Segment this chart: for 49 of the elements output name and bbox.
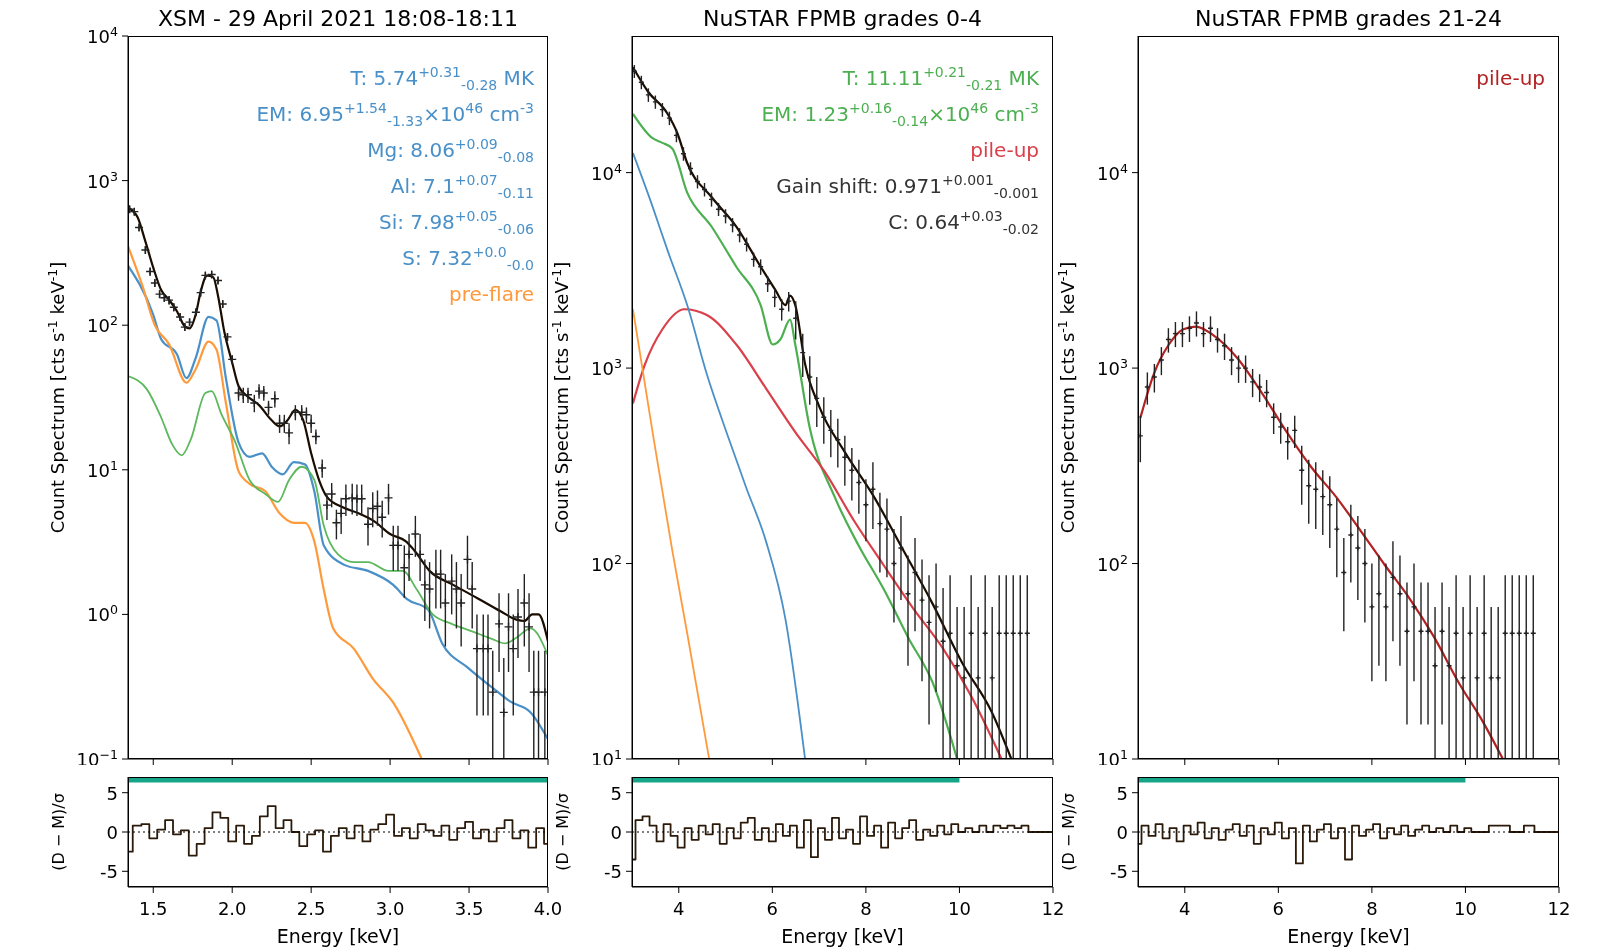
x-tick-label: 2.0	[217, 898, 247, 919]
y-tick-label: 0	[610, 822, 622, 843]
x-tick-label: 3.5	[454, 898, 484, 919]
y-tick-label: 0	[106, 822, 118, 843]
y-tick-label: 0	[1116, 822, 1128, 843]
text: pre-flare	[448, 282, 534, 308]
y-axis-title: (D − M)/σ	[49, 793, 68, 871]
x-tick-label: 10	[947, 898, 971, 919]
y-axis-title: (D − M)/σ	[1059, 793, 1078, 871]
x-tick-label: 4.0	[533, 898, 563, 919]
y-tick-label: 10$^{3}$	[87, 168, 118, 192]
x-tick-label: 12	[1547, 898, 1571, 919]
text: pile-up	[1476, 66, 1545, 92]
x-tick-label: 4	[673, 898, 685, 919]
y-tick-label: 10$^{3}$	[591, 355, 622, 380]
y-tick-label: 10$^{2}$	[591, 551, 622, 575]
y-tick-label: 10$^{4}$	[87, 23, 118, 47]
y-tick-label: 10$^{0}$	[87, 601, 118, 626]
text: pile-up	[969, 138, 1039, 164]
x-tick-label: 6	[1272, 898, 1285, 919]
y-tick-label: -5	[1110, 861, 1128, 883]
y-tick-label: 5	[106, 782, 118, 804]
x-tick-label: 6	[766, 898, 779, 919]
y-tick-label: 10$^{4}$	[591, 160, 622, 184]
y-axis-title: (D − M)/σ	[553, 793, 572, 871]
y-tick-label: 10$^{2}$	[1097, 551, 1128, 575]
x-tick-label: 8	[860, 898, 872, 919]
y-tick-label: 10$^{2}$	[87, 312, 118, 337]
y-tick-label: -5	[604, 861, 622, 883]
x-tick-label: 4	[1179, 898, 1191, 919]
x-tick-label: 2.5	[296, 898, 326, 919]
chart-title: NuSTAR FPMB grades 21-24	[1195, 6, 1502, 31]
x-axis-title: Energy [keV]	[276, 925, 400, 947]
x-tick-label: 1.5	[138, 898, 168, 919]
y-tick-label: 10$^{4}$	[1097, 160, 1128, 184]
y-tick-label: 10$^{3}$	[1097, 355, 1128, 380]
y-tick-label: 5	[1116, 782, 1128, 804]
x-tick-label: 12	[1041, 898, 1065, 919]
chart-title: XSM - 29 April 2021 18:08-18:11	[158, 6, 518, 31]
x-tick-label: 10	[1453, 898, 1477, 919]
y-tick-label: 5	[610, 782, 622, 804]
text: T: 11.11$^{+0.21}$$_{-0.21}$ MK EM: 1.23$^{+0.16}$$_{-0.14}$×10$^{46}$ cm$^{-3}$	[761, 64, 1039, 129]
x-tick-label: 8	[1366, 898, 1378, 919]
y-tick-label: -5	[100, 861, 118, 883]
x-axis-title: Energy [keV]	[781, 925, 904, 947]
y-tick-label: 10$^{1}$	[87, 457, 118, 481]
x-axis-title: Energy [keV]	[1287, 925, 1410, 947]
chart-title: NuSTAR FPMB grades 0-4	[703, 6, 982, 31]
x-tick-label: 3.0	[375, 898, 405, 919]
